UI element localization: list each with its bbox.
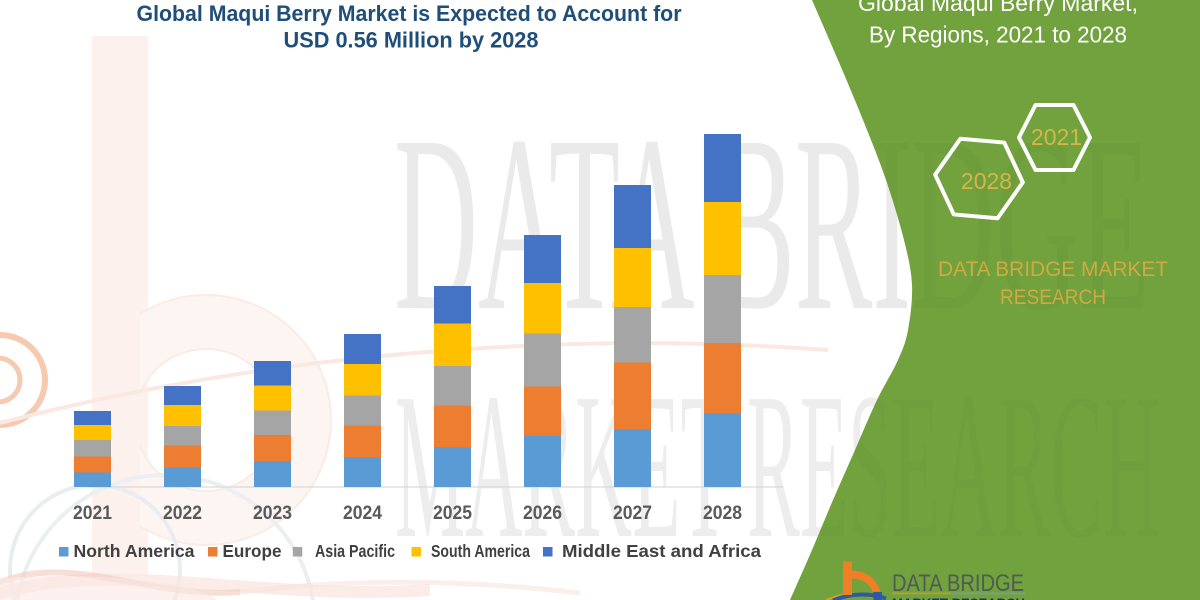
svg-text:RESEARCH: RESEARCH [1000, 285, 1106, 309]
svg-text:Global Maqui Berry Market is E: Global Maqui Berry Market is Expected to… [137, 1, 682, 26]
svg-text:2021: 2021 [1031, 124, 1082, 150]
svg-text:MARKET RESEARCH: MARKET RESEARCH [892, 596, 1025, 600]
svg-text:North America: North America [74, 541, 195, 561]
svg-text:2028: 2028 [961, 168, 1012, 194]
svg-text:Asia Pacific: Asia Pacific [315, 541, 395, 561]
svg-text:2028: 2028 [703, 503, 742, 524]
svg-text:Global Maqui Berry Market,: Global Maqui Berry Market, [858, 0, 1138, 16]
svg-text:Europe: Europe [223, 541, 282, 561]
svg-text:South America: South America [431, 541, 530, 561]
svg-text:2027: 2027 [613, 503, 652, 524]
svg-text:2026: 2026 [523, 503, 562, 524]
svg-text:By Regions, 2021 to 2028: By Regions, 2021 to 2028 [869, 22, 1127, 48]
svg-text:2025: 2025 [433, 503, 472, 524]
svg-text:DATA BRIDGE MARKET: DATA BRIDGE MARKET [938, 257, 1168, 281]
svg-text:Middle East and Africa: Middle East and Africa [562, 541, 761, 561]
svg-text:USD 0.56 Million by 2028: USD 0.56 Million by 2028 [284, 28, 539, 53]
svg-text:2021: 2021 [73, 503, 112, 524]
svg-text:2023: 2023 [253, 503, 292, 524]
svg-text:2024: 2024 [343, 503, 382, 524]
svg-text:2022: 2022 [163, 503, 202, 524]
